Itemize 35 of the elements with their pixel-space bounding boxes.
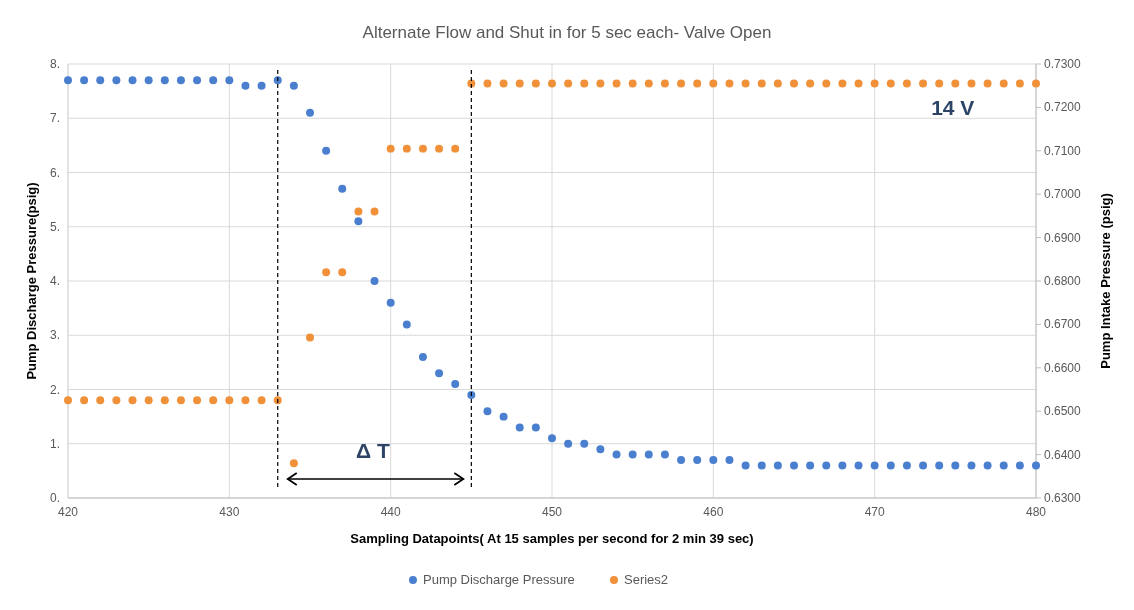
- x-tick-label: 430: [219, 505, 240, 519]
- y2-tick-label: 0.6700: [1044, 317, 1082, 332]
- x-tick-label: 460: [703, 505, 724, 519]
- y2-tick-label: 0.6400: [1044, 447, 1082, 462]
- y-tick-label: 0.: [49, 491, 60, 505]
- y-tick-label: 1.: [49, 436, 60, 451]
- y2-tick-label: 0.6500: [1044, 404, 1082, 419]
- y-tick-label: 2.: [49, 382, 60, 397]
- x-tick-label: 420: [57, 505, 79, 519]
- legend-label: Series2: [624, 572, 669, 587]
- y-tick-label: 7.: [49, 111, 60, 126]
- legend-label: Pump Discharge Pressure: [423, 572, 575, 587]
- x-axis-title: Sampling Datapoints( At 15 samples per second for 2 min 39 sec): [350, 531, 754, 546]
- x-tick-label: 440: [380, 505, 401, 519]
- y-tick-label: 8.: [49, 57, 60, 71]
- y2-tick-label: 0.7300: [1044, 57, 1082, 71]
- x-tick-label: 470: [864, 505, 885, 519]
- y-axis-title: Pump Discharge Pressure(psig): [24, 182, 39, 380]
- chart-title: Alternate Flow and Shut in for 5 sec each- Valve Open: [362, 23, 772, 42]
- x-tick-label: 450: [541, 505, 563, 519]
- y-tick-label: 4.: [49, 274, 60, 288]
- y2-tick-label: 0.6600: [1044, 360, 1082, 375]
- y2-axis-title: Pump Intake Pressure (psig): [1098, 193, 1113, 369]
- y2-tick-label: 0.6900: [1044, 230, 1082, 245]
- annotation: 14 V: [931, 96, 975, 120]
- y2-tick-label: 0.7000: [1044, 187, 1082, 202]
- y2-tick-label: 0.6300: [1044, 491, 1082, 505]
- annotation: Δ T: [356, 439, 390, 463]
- y2-tick-label: 0.6800: [1044, 274, 1082, 288]
- y-tick-label: 3.: [49, 328, 60, 343]
- y-tick-label: 6.: [49, 165, 60, 180]
- y2-tick-label: 0.7200: [1044, 100, 1082, 115]
- x-tick-label: 480: [1025, 505, 1047, 519]
- y-tick-label: 5.: [49, 219, 60, 234]
- y2-tick-label: 0.7100: [1044, 143, 1082, 158]
